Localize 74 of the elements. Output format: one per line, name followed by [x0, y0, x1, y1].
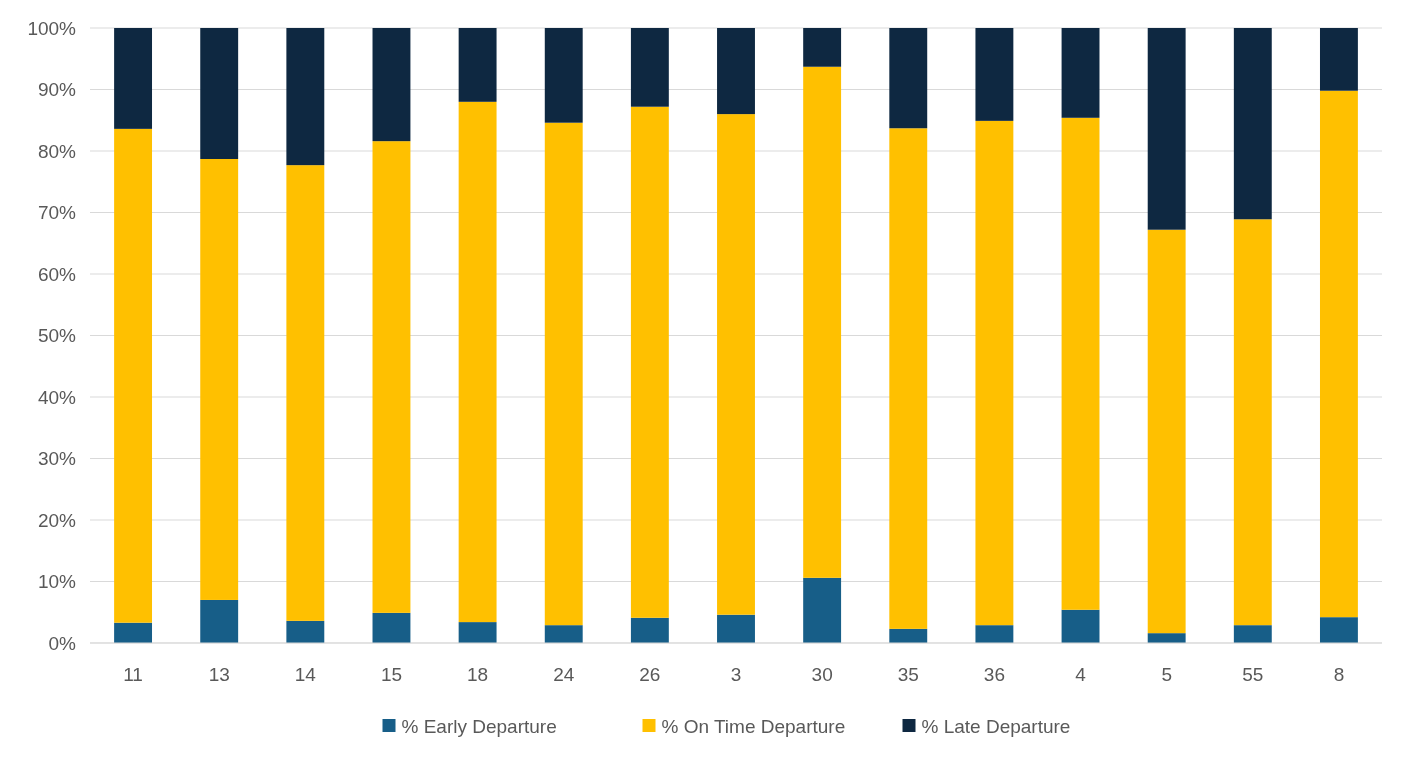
x-tick-label: 8: [1333, 664, 1345, 685]
bar: [803, 66, 842, 578]
bar: [803, 28, 842, 67]
bar: [717, 28, 755, 115]
bar: [458, 622, 497, 643]
x-tick-label: 15: [380, 664, 403, 685]
x-tick-label: 30: [811, 664, 833, 685]
y-tick-label: 80%: [37, 140, 77, 162]
bar: [1319, 28, 1358, 91]
bar: [372, 28, 411, 142]
bar: [372, 141, 411, 613]
x-tick-label: 26: [639, 664, 661, 685]
bar: [717, 114, 755, 615]
bar: [889, 128, 928, 629]
x-tick-label: 11: [123, 664, 143, 685]
bar: [630, 617, 669, 643]
bar: [889, 28, 928, 129]
x-tick-label: 13: [208, 664, 230, 685]
bar: [1233, 28, 1272, 220]
bar: [114, 28, 153, 129]
x-tick-label: 3: [730, 664, 742, 685]
bar: [286, 165, 325, 621]
bar: [1319, 617, 1358, 643]
x-tick-label: 14: [294, 664, 317, 685]
bar: [200, 159, 239, 600]
bar: [630, 106, 669, 618]
bar: [372, 612, 411, 643]
x-tick-label: 36: [983, 664, 1005, 685]
bar: [1147, 28, 1186, 230]
bar: [717, 614, 755, 643]
bar: [200, 28, 239, 159]
bar: [114, 128, 153, 623]
y-tick-label: 30%: [37, 448, 77, 470]
bar: [1147, 229, 1186, 634]
x-tick-label: 5: [1161, 664, 1172, 685]
bar: [544, 28, 583, 123]
bar: [544, 625, 583, 643]
y-tick-label: 50%: [37, 325, 77, 347]
bar: [1233, 219, 1272, 626]
bar: [975, 120, 1014, 626]
bar: [286, 620, 325, 643]
bar: [544, 122, 583, 626]
bar: [1061, 609, 1100, 643]
bar: [975, 28, 1014, 121]
bar: [114, 622, 153, 643]
y-tick-label: 60%: [37, 263, 77, 285]
y-tick-label: 70%: [37, 202, 77, 224]
legend-label: % Late Departure: [921, 715, 1071, 737]
bar: [1061, 117, 1100, 610]
x-tick-label: 55: [1242, 664, 1264, 685]
bar: [1319, 90, 1358, 618]
bar: [1147, 633, 1186, 643]
bar: [803, 577, 842, 643]
y-tick-label: 0%: [48, 632, 77, 654]
legend-label: % On Time Departure: [661, 715, 846, 737]
x-tick-label: 18: [467, 664, 489, 685]
legend-label: % Early Departure: [401, 715, 557, 737]
y-tick-label: 20%: [37, 509, 77, 531]
bar: [1061, 28, 1100, 118]
bar: [1233, 625, 1272, 643]
bar: [458, 101, 497, 623]
bar: [975, 625, 1014, 643]
x-tick-label: 4: [1075, 664, 1087, 685]
y-tick-label: 40%: [37, 386, 77, 408]
y-tick-label: 90%: [37, 79, 77, 101]
bar: [286, 28, 325, 166]
bar: [200, 599, 239, 643]
bar: [889, 628, 928, 643]
y-tick-label: 100%: [27, 17, 77, 39]
y-tick-label: 10%: [37, 571, 77, 593]
bar: [630, 28, 669, 107]
x-tick-label: 24: [553, 664, 575, 685]
bar: [458, 28, 497, 102]
x-tick-label: 35: [897, 664, 919, 685]
